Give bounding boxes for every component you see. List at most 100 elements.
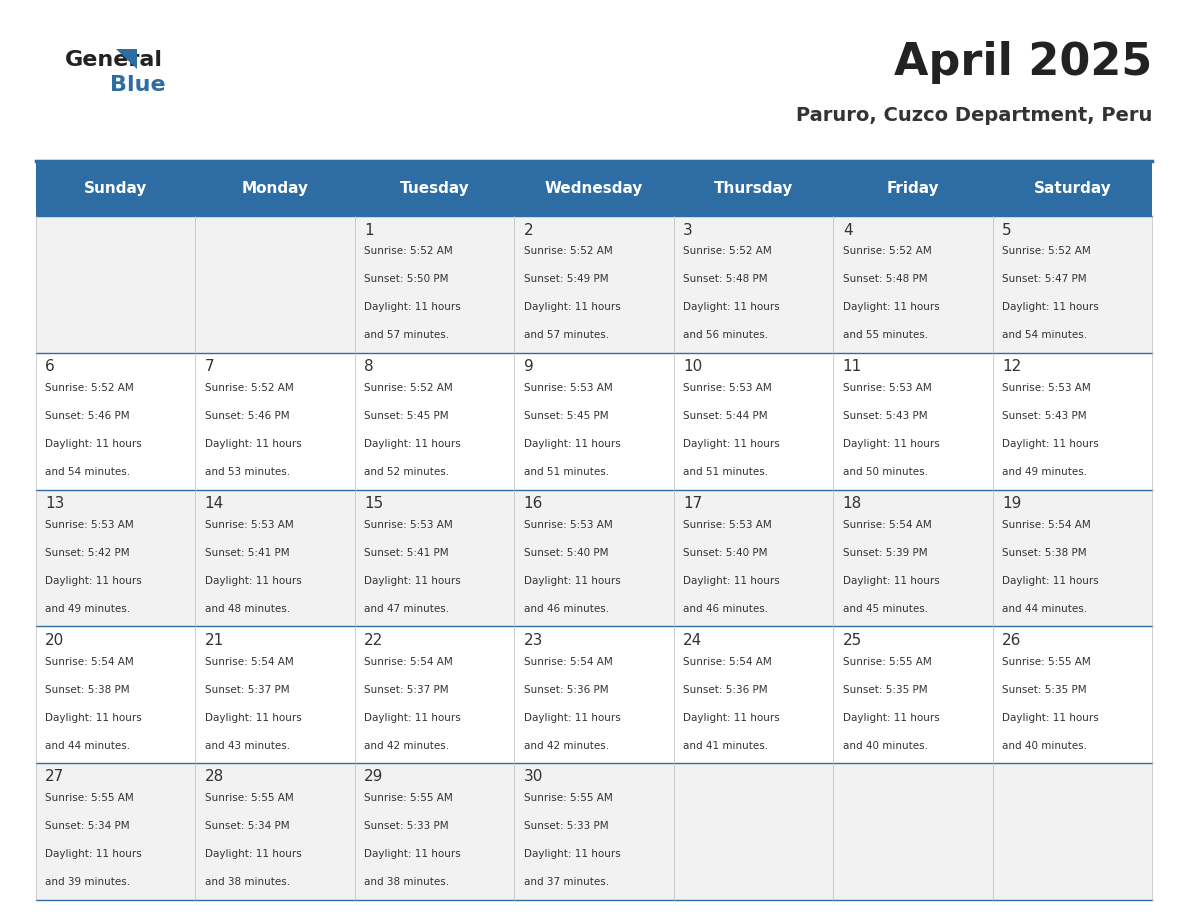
Text: Sunset: 5:49 PM: Sunset: 5:49 PM <box>524 274 608 285</box>
Text: Sunrise: 5:54 AM: Sunrise: 5:54 AM <box>204 656 293 666</box>
Text: and 42 minutes.: and 42 minutes. <box>365 741 449 751</box>
Text: Sunset: 5:34 PM: Sunset: 5:34 PM <box>204 822 290 831</box>
Text: Sunset: 5:34 PM: Sunset: 5:34 PM <box>45 822 129 831</box>
Text: and 54 minutes.: and 54 minutes. <box>1003 330 1087 341</box>
Text: Sunset: 5:42 PM: Sunset: 5:42 PM <box>45 548 129 558</box>
Text: Sunrise: 5:53 AM: Sunrise: 5:53 AM <box>842 383 931 393</box>
Text: Daylight: 11 hours: Daylight: 11 hours <box>365 439 461 449</box>
Text: and 51 minutes.: and 51 minutes. <box>683 467 769 477</box>
Text: and 45 minutes.: and 45 minutes. <box>842 604 928 614</box>
Text: 26: 26 <box>1003 633 1022 647</box>
Text: Sunset: 5:40 PM: Sunset: 5:40 PM <box>683 548 767 558</box>
Text: 16: 16 <box>524 496 543 511</box>
Text: 9: 9 <box>524 359 533 375</box>
Text: 15: 15 <box>365 496 384 511</box>
Text: Sunset: 5:48 PM: Sunset: 5:48 PM <box>683 274 767 285</box>
Text: Sunrise: 5:54 AM: Sunrise: 5:54 AM <box>365 656 453 666</box>
Text: Sunset: 5:38 PM: Sunset: 5:38 PM <box>45 685 129 695</box>
Text: 7: 7 <box>204 359 214 375</box>
Text: and 42 minutes.: and 42 minutes. <box>524 741 609 751</box>
Text: 22: 22 <box>365 633 384 647</box>
Text: Sunrise: 5:52 AM: Sunrise: 5:52 AM <box>842 246 931 256</box>
Text: Sunset: 5:48 PM: Sunset: 5:48 PM <box>842 274 928 285</box>
Text: Sunrise: 5:54 AM: Sunrise: 5:54 AM <box>842 520 931 530</box>
Text: Daylight: 11 hours: Daylight: 11 hours <box>365 302 461 312</box>
Text: Sunset: 5:41 PM: Sunset: 5:41 PM <box>204 548 290 558</box>
Text: and 39 minutes.: and 39 minutes. <box>45 878 131 888</box>
Text: Sunrise: 5:53 AM: Sunrise: 5:53 AM <box>524 520 613 530</box>
Text: Sunset: 5:45 PM: Sunset: 5:45 PM <box>524 411 608 421</box>
Text: Sunset: 5:43 PM: Sunset: 5:43 PM <box>1003 411 1087 421</box>
Text: Sunrise: 5:55 AM: Sunrise: 5:55 AM <box>204 793 293 803</box>
Text: Daylight: 11 hours: Daylight: 11 hours <box>842 712 940 722</box>
Text: and 38 minutes.: and 38 minutes. <box>204 878 290 888</box>
Text: 4: 4 <box>842 222 853 238</box>
Text: Sunset: 5:41 PM: Sunset: 5:41 PM <box>365 548 449 558</box>
Text: Sunrise: 5:53 AM: Sunrise: 5:53 AM <box>524 383 613 393</box>
Text: Sunrise: 5:52 AM: Sunrise: 5:52 AM <box>365 383 453 393</box>
Text: Daylight: 11 hours: Daylight: 11 hours <box>842 576 940 586</box>
Text: Daylight: 11 hours: Daylight: 11 hours <box>524 849 620 859</box>
Text: Sunrise: 5:53 AM: Sunrise: 5:53 AM <box>683 520 772 530</box>
Polygon shape <box>116 49 137 69</box>
Text: Daylight: 11 hours: Daylight: 11 hours <box>683 576 781 586</box>
Text: 23: 23 <box>524 633 543 647</box>
Text: 5: 5 <box>1003 222 1012 238</box>
Text: 11: 11 <box>842 359 862 375</box>
Text: and 57 minutes.: and 57 minutes. <box>524 330 609 341</box>
Text: Daylight: 11 hours: Daylight: 11 hours <box>204 712 302 722</box>
Text: 13: 13 <box>45 496 64 511</box>
Text: Sunset: 5:35 PM: Sunset: 5:35 PM <box>842 685 928 695</box>
Text: and 46 minutes.: and 46 minutes. <box>683 604 769 614</box>
Text: Sunset: 5:38 PM: Sunset: 5:38 PM <box>1003 548 1087 558</box>
Text: 19: 19 <box>1003 496 1022 511</box>
Text: Daylight: 11 hours: Daylight: 11 hours <box>683 302 781 312</box>
Text: and 52 minutes.: and 52 minutes. <box>365 467 449 477</box>
Text: 28: 28 <box>204 769 223 784</box>
Text: Daylight: 11 hours: Daylight: 11 hours <box>842 439 940 449</box>
Text: Sunrise: 5:54 AM: Sunrise: 5:54 AM <box>45 656 134 666</box>
Text: and 40 minutes.: and 40 minutes. <box>842 741 928 751</box>
Text: Sunset: 5:47 PM: Sunset: 5:47 PM <box>1003 274 1087 285</box>
Text: and 56 minutes.: and 56 minutes. <box>683 330 769 341</box>
Text: and 47 minutes.: and 47 minutes. <box>365 604 449 614</box>
Text: Sunset: 5:50 PM: Sunset: 5:50 PM <box>365 274 449 285</box>
Text: Daylight: 11 hours: Daylight: 11 hours <box>524 712 620 722</box>
Text: and 53 minutes.: and 53 minutes. <box>204 467 290 477</box>
Text: Daylight: 11 hours: Daylight: 11 hours <box>45 849 141 859</box>
Text: Sunrise: 5:53 AM: Sunrise: 5:53 AM <box>1003 383 1091 393</box>
Text: 1: 1 <box>365 222 374 238</box>
Text: Daylight: 11 hours: Daylight: 11 hours <box>683 439 781 449</box>
Text: Sunrise: 5:53 AM: Sunrise: 5:53 AM <box>683 383 772 393</box>
Text: Sunset: 5:39 PM: Sunset: 5:39 PM <box>842 548 928 558</box>
Text: and 44 minutes.: and 44 minutes. <box>1003 604 1087 614</box>
Text: and 49 minutes.: and 49 minutes. <box>1003 467 1087 477</box>
Text: 29: 29 <box>365 769 384 784</box>
Text: Daylight: 11 hours: Daylight: 11 hours <box>524 439 620 449</box>
Text: Sunrise: 5:55 AM: Sunrise: 5:55 AM <box>1003 656 1091 666</box>
Text: 10: 10 <box>683 359 702 375</box>
FancyBboxPatch shape <box>36 626 1152 763</box>
Text: and 49 minutes.: and 49 minutes. <box>45 604 131 614</box>
Text: Daylight: 11 hours: Daylight: 11 hours <box>365 712 461 722</box>
Text: Sunset: 5:33 PM: Sunset: 5:33 PM <box>524 822 608 831</box>
Text: Sunset: 5:43 PM: Sunset: 5:43 PM <box>842 411 928 421</box>
Text: Saturday: Saturday <box>1034 181 1112 196</box>
Text: 3: 3 <box>683 222 693 238</box>
Text: and 51 minutes.: and 51 minutes. <box>524 467 609 477</box>
Text: Sunrise: 5:54 AM: Sunrise: 5:54 AM <box>683 656 772 666</box>
Text: Daylight: 11 hours: Daylight: 11 hours <box>365 849 461 859</box>
Text: 27: 27 <box>45 769 64 784</box>
Text: Tuesday: Tuesday <box>399 181 469 196</box>
Text: Sunset: 5:37 PM: Sunset: 5:37 PM <box>204 685 290 695</box>
Text: Daylight: 11 hours: Daylight: 11 hours <box>524 576 620 586</box>
Text: 24: 24 <box>683 633 702 647</box>
Text: Daylight: 11 hours: Daylight: 11 hours <box>45 712 141 722</box>
Text: Daylight: 11 hours: Daylight: 11 hours <box>1003 302 1099 312</box>
Text: 8: 8 <box>365 359 374 375</box>
Text: Daylight: 11 hours: Daylight: 11 hours <box>1003 712 1099 722</box>
Text: Sunday: Sunday <box>83 181 147 196</box>
Text: Sunrise: 5:55 AM: Sunrise: 5:55 AM <box>45 793 134 803</box>
FancyBboxPatch shape <box>36 216 1152 353</box>
Text: Sunrise: 5:55 AM: Sunrise: 5:55 AM <box>842 656 931 666</box>
